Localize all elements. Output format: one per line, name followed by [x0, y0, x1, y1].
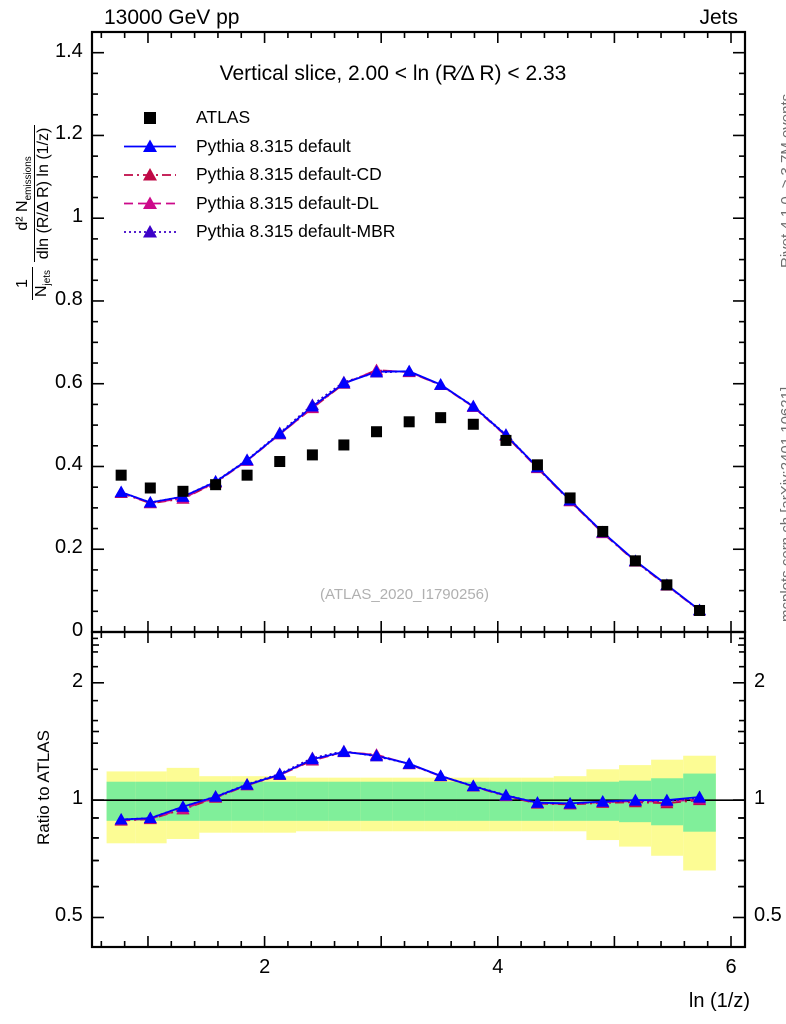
main-marker [114, 485, 128, 498]
ratio-band-inner [489, 781, 522, 821]
atlas-data-marker [241, 469, 253, 481]
y-tick-label: 0.8 [55, 287, 83, 310]
atlas-data-marker [306, 449, 318, 461]
y-tick-label: 0 [72, 619, 84, 641]
legend-marker-triangle [143, 196, 157, 209]
ratio-marker [273, 768, 287, 780]
x-tick-label: 2 [259, 956, 271, 978]
y-tick-label: 1.4 [55, 39, 83, 62]
atlas-data-marker [597, 525, 609, 537]
ratio-marker [563, 796, 577, 809]
ratio-marker [596, 795, 610, 807]
ratio-marker [402, 757, 416, 769]
atlas-data-marker [371, 426, 383, 438]
atlas-data-marker [564, 492, 576, 504]
header-right-category: Jets [699, 6, 738, 29]
ratio-marker [305, 752, 319, 765]
atlas-data-marker [144, 482, 156, 494]
ratio-marker [499, 788, 513, 801]
atlas-data-marker [210, 479, 222, 491]
main-panel-frame [90, 30, 747, 634]
ratio-band-inner [424, 781, 457, 821]
atlas-data-marker [403, 416, 415, 428]
main-marker [305, 399, 319, 412]
main-marker [434, 378, 448, 390]
ratio-marker [114, 812, 128, 825]
legend-marker-triangle [143, 168, 157, 181]
main-curve [120, 370, 701, 611]
header-left-beam-info: 13000 GeV pp [104, 6, 240, 29]
legend-label: Pythia 8.315 default [196, 135, 351, 156]
atlas-data-marker [338, 439, 350, 451]
ratio-tick-label-right: 2 [754, 669, 766, 692]
x-tick-label: 4 [492, 956, 504, 978]
ratio-marker [660, 793, 674, 806]
atlas-data-marker [274, 456, 286, 468]
main-curve [120, 369, 701, 612]
y-tick-label: 0.2 [55, 536, 83, 559]
atlas-data-marker [435, 412, 447, 424]
main-marker [466, 399, 480, 412]
ratio-band-inner [296, 781, 329, 821]
legend-marker-triangle [143, 139, 157, 152]
y-tick-label: 0.4 [55, 453, 83, 476]
legend-marker-triangle [143, 225, 157, 238]
legend-label: ATLAS [196, 107, 251, 127]
plot-title: Vertical slice, 2.00 < ln (R∕Δ R) < 2.33 [219, 62, 567, 85]
ratio-marker [370, 749, 384, 761]
main-marker [240, 453, 254, 466]
legend-marker-square [144, 112, 156, 124]
ratio-marker [466, 779, 480, 792]
main-marker [337, 376, 351, 389]
atlas-data-marker [629, 555, 641, 567]
main-curve [120, 369, 701, 612]
y-tick-label: 1.2 [55, 122, 83, 145]
ratio-tick-label-right: 0.5 [754, 904, 782, 927]
legend-label: Pythia 8.315 default-DL [196, 192, 379, 213]
legend-label: Pythia 8.315 default-CD [196, 164, 382, 184]
ratio-marker [143, 811, 157, 824]
ratio-marker [628, 793, 642, 806]
main-curve [120, 370, 701, 611]
ratio-tick-label-left: 1 [72, 787, 84, 810]
ratio-tick-label-left: 2 [72, 669, 84, 692]
atlas-data-marker [467, 418, 479, 430]
main-marker [273, 427, 287, 439]
atlas-data-marker [500, 434, 512, 446]
atlas-data-marker [531, 459, 543, 471]
main-marker [402, 364, 416, 377]
ratio-marker [434, 769, 448, 781]
ratio-marker [337, 745, 351, 757]
y-tick-label: 1 [72, 205, 84, 228]
atlas-data-marker [694, 604, 706, 616]
atlas-data-marker [115, 469, 127, 481]
atlas-data-marker [661, 579, 673, 591]
main-marker [370, 365, 384, 377]
ratio-band-inner [263, 781, 297, 821]
ratio-marker [240, 778, 254, 790]
analysis-id-watermark: (ATLAS_2020_I1790256) [320, 586, 490, 603]
ratio-band-inner [360, 781, 393, 821]
ratio-tick-label-left: 0.5 [55, 904, 83, 927]
ratio-band-inner [392, 781, 425, 821]
ratio-band-inner [328, 781, 361, 821]
ratio-panel-frame [90, 630, 747, 949]
ratio-marker [209, 790, 223, 802]
main-marker [143, 495, 157, 508]
legend-label: Pythia 8.315 default-MBR [196, 221, 396, 241]
ratio-marker [176, 800, 190, 812]
y-tick-label: 0.6 [55, 370, 83, 393]
atlas-data-marker [177, 485, 189, 497]
x-axis-label: ln (1/z) [688, 990, 750, 1012]
ratio-marker [530, 796, 544, 808]
ratio-marker [693, 790, 707, 802]
x-tick-label: 6 [725, 956, 737, 978]
ratio-tick-label-right: 1 [754, 787, 766, 810]
